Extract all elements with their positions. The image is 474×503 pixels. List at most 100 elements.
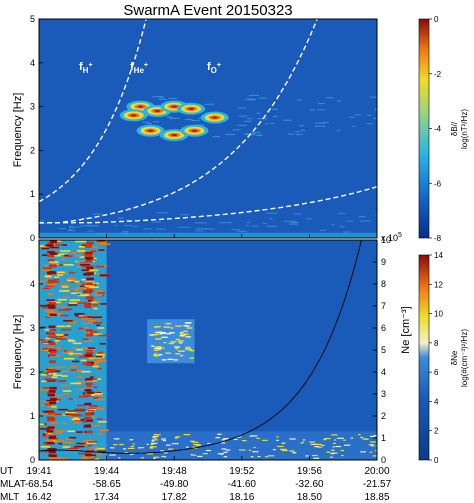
broadband-streak (88, 315, 94, 317)
broadband-streak (53, 276, 60, 279)
axis-table-value: 19:44 (94, 466, 119, 477)
spectral-streak (232, 129, 241, 131)
broadband-streak (95, 356, 103, 359)
broadband-streak (55, 338, 67, 340)
low-frequency-streak (221, 448, 227, 450)
broadband-streak (62, 352, 68, 355)
spectral-streak (246, 221, 251, 223)
bottom-colorbar-label-1: δNe (450, 350, 459, 365)
broadband-streak (47, 251, 55, 254)
top-panel-frame (38, 18, 378, 239)
broadband-streak (89, 332, 96, 335)
broadband-streak (50, 405, 57, 408)
low-frequency-streak (129, 453, 133, 455)
emission-streak (163, 326, 171, 328)
broadband-streak (49, 387, 57, 390)
broadband-streak (96, 240, 106, 242)
low-frequency-streak (281, 442, 286, 444)
low-frequency-streak (225, 449, 231, 451)
spectral-streak (236, 230, 247, 232)
axis-table-value: -58.65 (92, 479, 121, 490)
emission-streak (189, 349, 195, 352)
low-frequency-streak (175, 436, 181, 438)
emission-blob (130, 114, 137, 117)
emission-streak (178, 342, 183, 344)
broadband-streak (40, 326, 46, 329)
emission-streak (175, 353, 181, 355)
low-frequency-streak (334, 439, 337, 441)
axis-table-value: -21.57 (363, 479, 392, 490)
broadband-streak (78, 246, 86, 248)
bottom-colorbar-tick-label: 2 (434, 427, 439, 436)
spectral-streak (265, 212, 278, 214)
low-frequency-streak (153, 456, 160, 458)
broadband-streak (46, 429, 54, 433)
broadband-streak (79, 263, 90, 266)
spectral-streak (265, 123, 269, 125)
spectral-streak (245, 225, 250, 227)
broadband-streak (84, 394, 92, 397)
low-frequency-streak (221, 439, 226, 441)
low-frequency-streak (113, 444, 118, 446)
low-frequency-streak (262, 439, 268, 441)
low-frequency-streak (140, 457, 144, 459)
broadband-streak (81, 370, 91, 373)
broadband-streak (48, 332, 56, 336)
broadband-streak (49, 252, 57, 255)
broadband-streak (92, 322, 103, 324)
broadband-streak (55, 457, 67, 460)
broadband-streak (84, 389, 92, 392)
spectral-streak (146, 123, 152, 125)
broadband-streak (95, 265, 105, 268)
low-frequency-streak (302, 441, 305, 443)
emission-blob (137, 105, 144, 108)
broadband-streak (45, 403, 52, 406)
broadband-streak (60, 306, 67, 308)
low-frequency-streak (132, 443, 135, 445)
broadband-streak (74, 369, 83, 372)
broadband-streak (74, 409, 86, 412)
broadband-streak (48, 353, 56, 357)
broadband-streak (54, 370, 62, 372)
bottom-spectrogram (39, 240, 377, 460)
broadband-streak (49, 313, 57, 316)
low-frequency-streak (281, 449, 288, 452)
spectral-streak (375, 215, 377, 217)
spectral-streak (317, 102, 326, 105)
low-frequency-streak (202, 453, 209, 455)
broadband-streak (69, 251, 77, 254)
low-frequency-streak (151, 440, 155, 442)
spectral-streak (204, 103, 215, 105)
bottom-right-y-tick-label: 6 (381, 323, 386, 333)
emission-blob (211, 116, 218, 119)
broadband-streak (83, 362, 91, 365)
broadband-streak (90, 257, 97, 260)
emission-streak (158, 347, 165, 349)
spectral-streak (142, 121, 150, 123)
broadband-streak (90, 301, 98, 304)
broadband-streak (83, 330, 90, 333)
spectral-streak (294, 131, 300, 133)
broadband-streak (88, 405, 99, 407)
broadband-streak (49, 360, 57, 364)
broadband-streak (93, 294, 103, 297)
spectral-streak (364, 220, 371, 222)
spectral-streak (345, 220, 353, 222)
broadband-streak (47, 315, 52, 317)
broadband-streak (86, 297, 94, 300)
axis-table-value: 18.85 (364, 492, 389, 503)
broadband-streak (48, 436, 56, 440)
broadband-streak (48, 418, 56, 422)
low-frequency-streak (277, 445, 284, 448)
low-frequency-band (106, 431, 377, 460)
emission-streak (179, 335, 186, 337)
broadband-streak (80, 359, 87, 362)
broadband-streak (62, 441, 74, 444)
broadband-streak (63, 320, 73, 322)
broadband-streak (78, 327, 85, 330)
broadband-streak (48, 457, 56, 459)
emission-streak (152, 333, 159, 336)
broadband-streak (87, 319, 97, 322)
broadband-streak (69, 302, 80, 304)
top-colorbar-tick-label: 0 (434, 15, 439, 24)
